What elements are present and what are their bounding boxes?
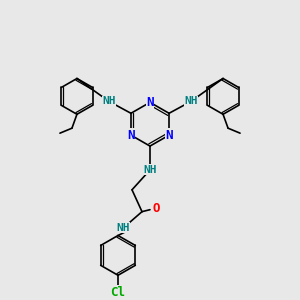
Text: N: N [146,96,154,109]
Text: O: O [152,202,160,215]
Text: NH: NH [116,223,130,232]
Text: Cl: Cl [110,286,125,299]
Text: N: N [165,129,173,142]
Text: NH: NH [143,165,157,175]
Text: N: N [127,129,135,142]
Text: NH: NH [184,96,198,106]
Text: NH: NH [102,96,116,106]
